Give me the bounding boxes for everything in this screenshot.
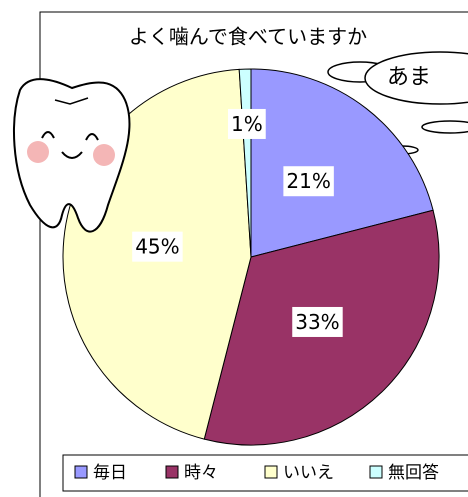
legend-swatch xyxy=(370,466,382,478)
chart-title: よく噛んで食べていますか xyxy=(129,25,367,49)
data-label: 45% xyxy=(135,235,179,259)
legend-swatch xyxy=(75,466,87,478)
legend-swatch xyxy=(265,466,277,478)
data-label: 1% xyxy=(231,112,263,136)
data-label: 33% xyxy=(295,310,339,334)
legend-label: 時々 xyxy=(184,463,218,483)
legend-label: 毎日 xyxy=(93,463,127,483)
annotation: あま xyxy=(387,65,431,90)
legend-label: 無回答 xyxy=(388,463,439,483)
data-label: 21% xyxy=(286,169,330,193)
legend-label: いいえ xyxy=(283,463,334,483)
legend-swatch xyxy=(166,466,178,478)
chart: よく噛んで食べていますか あま 21% 33% 45% 1% 毎日 時々 いいえ 無回答 xyxy=(0,0,468,497)
